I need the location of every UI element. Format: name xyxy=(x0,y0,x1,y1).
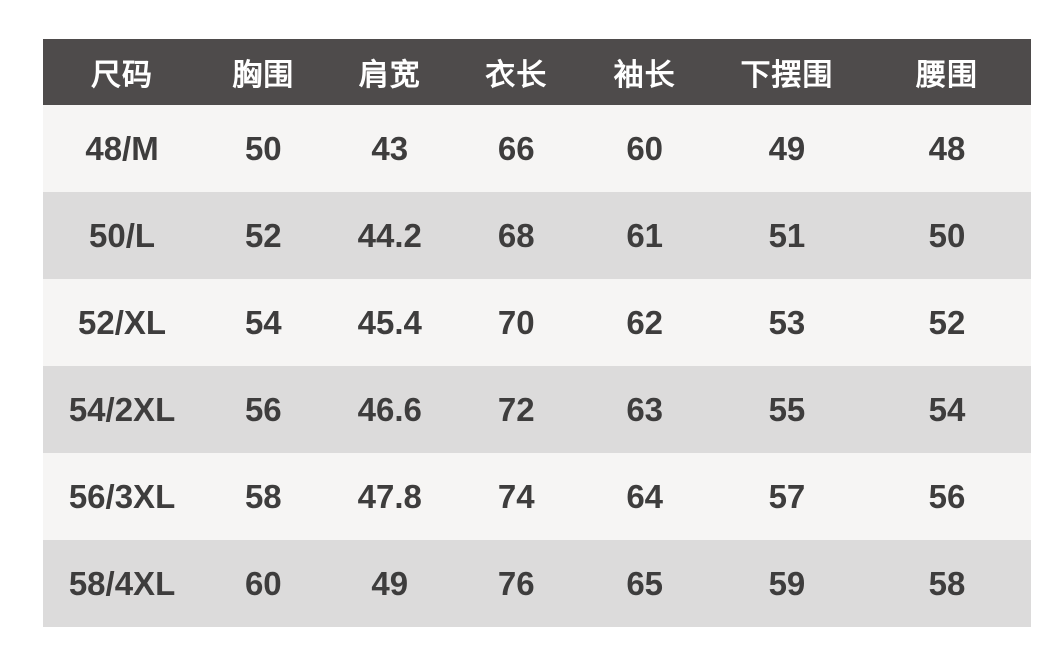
measurement-cell: 52 xyxy=(244,216,282,254)
measurement-cell: 49 xyxy=(371,564,409,602)
column-header-length: 衣长 xyxy=(454,39,579,105)
measurement-cell: 62 xyxy=(626,303,664,341)
measurement-cell: 44.2 xyxy=(357,216,422,254)
measurement-cell: 47.8 xyxy=(357,477,422,515)
table-row: 58/4XL 60 49 76 65 59 58 xyxy=(43,540,1031,627)
table-row: 52/XL 54 45.4 70 62 53 52 xyxy=(43,279,1031,366)
size-cell: 48/M xyxy=(85,129,159,167)
measurement-cell: 49 xyxy=(768,129,806,167)
column-header-waist: 腰围 xyxy=(863,39,1031,105)
measurement-cell: 56 xyxy=(928,477,966,515)
column-header-size: 尺码 xyxy=(43,39,202,105)
measurement-cell: 54 xyxy=(928,390,966,428)
column-header-chest: 胸围 xyxy=(201,39,326,105)
table-row: 54/2XL 56 46.6 72 63 55 54 xyxy=(43,366,1031,453)
measurement-cell: 65 xyxy=(626,564,664,602)
measurement-cell: 64 xyxy=(626,477,664,515)
measurement-cell: 63 xyxy=(626,390,664,428)
measurement-cell: 58 xyxy=(928,564,966,602)
size-cell: 50/L xyxy=(89,216,156,254)
measurement-cell: 70 xyxy=(497,303,535,341)
size-chart-table: 尺码 胸围 肩宽 衣长 袖长 下摆围 腰围 48/M 50 43 66 60 4… xyxy=(43,39,1031,627)
measurement-cell: 58 xyxy=(244,477,282,515)
size-cell: 56/3XL xyxy=(68,477,176,515)
measurement-cell: 60 xyxy=(626,129,664,167)
table-header-row: 尺码 胸围 肩宽 衣长 袖长 下摆围 腰围 xyxy=(43,39,1031,105)
size-cell: 52/XL xyxy=(78,303,167,341)
measurement-cell: 52 xyxy=(928,303,966,341)
measurement-cell: 74 xyxy=(497,477,535,515)
measurement-cell: 61 xyxy=(626,216,664,254)
column-header-sleeve: 袖长 xyxy=(578,39,711,105)
measurement-cell: 60 xyxy=(244,564,282,602)
measurement-cell: 57 xyxy=(768,477,806,515)
measurement-cell: 43 xyxy=(371,129,409,167)
measurement-cell: 51 xyxy=(768,216,806,254)
measurement-cell: 76 xyxy=(497,564,535,602)
size-cell: 58/4XL xyxy=(68,564,176,602)
measurement-cell: 53 xyxy=(768,303,806,341)
measurement-cell: 46.6 xyxy=(357,390,422,428)
table-row: 50/L 52 44.2 68 61 51 50 xyxy=(43,192,1031,279)
column-header-hem: 下摆围 xyxy=(710,39,864,105)
measurement-cell: 54 xyxy=(244,303,282,341)
measurement-cell: 50 xyxy=(928,216,966,254)
measurement-cell: 72 xyxy=(497,390,535,428)
measurement-cell: 45.4 xyxy=(357,303,422,341)
table-row: 48/M 50 43 66 60 49 48 xyxy=(43,105,1031,192)
measurement-cell: 48 xyxy=(928,129,966,167)
size-cell: 54/2XL xyxy=(68,390,176,428)
measurement-cell: 55 xyxy=(768,390,806,428)
measurement-cell: 56 xyxy=(244,390,282,428)
measurement-cell: 50 xyxy=(244,129,282,167)
measurement-cell: 68 xyxy=(497,216,535,254)
column-header-shoulder: 肩宽 xyxy=(325,39,454,105)
measurement-cell: 59 xyxy=(768,564,806,602)
table-row: 56/3XL 58 47.8 74 64 57 56 xyxy=(43,453,1031,540)
measurement-cell: 66 xyxy=(497,129,535,167)
